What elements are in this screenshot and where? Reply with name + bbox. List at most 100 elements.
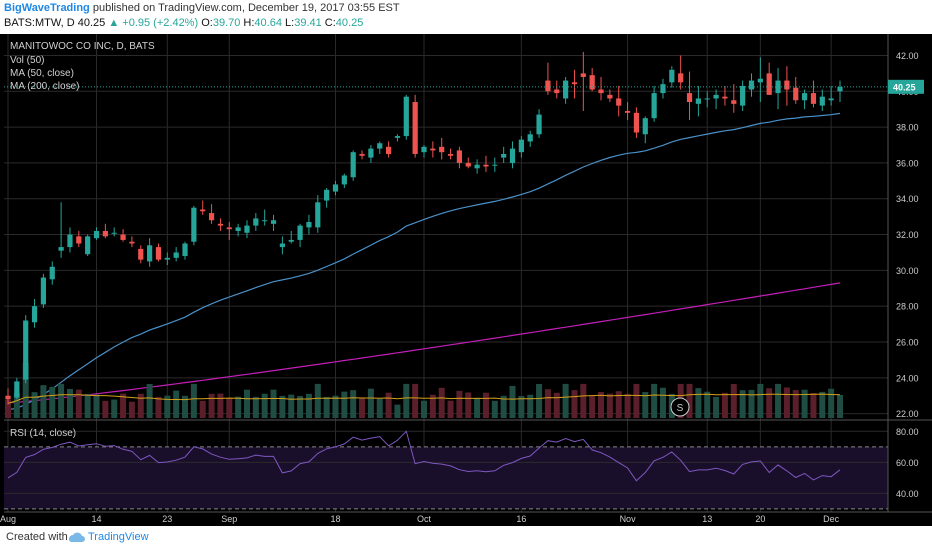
rsi-tick-label: 40.00 <box>896 489 919 499</box>
candle-body <box>253 218 259 226</box>
candle-body <box>394 136 401 138</box>
price-tick-label: 36.00 <box>896 158 919 168</box>
candle-body <box>748 80 755 90</box>
candle-body <box>651 93 657 119</box>
volume-bar <box>624 393 631 418</box>
chart-background <box>0 34 932 526</box>
split-event-icon[interactable]: S <box>670 397 690 417</box>
volume-bar <box>173 390 180 418</box>
volume-bar <box>217 393 224 418</box>
volume-bar <box>553 392 560 418</box>
volume-bar <box>385 392 392 418</box>
candle-body <box>14 381 20 398</box>
price-tick-label: 24.00 <box>896 373 919 383</box>
candle-body <box>129 241 135 244</box>
candle-body <box>713 94 719 99</box>
volume-bar <box>580 383 587 418</box>
volume-bar <box>367 388 374 418</box>
volume-bar <box>243 389 250 418</box>
volume-bar <box>305 393 312 418</box>
volume-layer <box>5 363 843 418</box>
candle-body <box>297 225 303 240</box>
candle-body <box>563 80 569 99</box>
close-label: C: <box>324 17 336 29</box>
candle-body <box>421 146 427 153</box>
candle-body <box>642 118 648 135</box>
volume-bar <box>102 400 109 418</box>
candle-body <box>598 89 604 94</box>
volume-bar <box>606 393 613 418</box>
volume-bar <box>615 391 622 418</box>
candle-body <box>474 164 480 169</box>
candle-body <box>527 134 533 142</box>
author-link[interactable]: BigWaveTrading <box>4 2 90 14</box>
volume-bar <box>421 400 427 418</box>
volume-bar <box>447 400 454 418</box>
candle-body <box>58 247 64 251</box>
candle-body <box>191 207 197 242</box>
rsi-panel <box>4 430 888 510</box>
legend-rsi[interactable]: RSI (14, close) <box>10 428 76 439</box>
candle-body <box>262 220 268 222</box>
volume-bar <box>137 393 144 418</box>
volume-bar <box>491 400 498 418</box>
candle-body <box>828 98 834 101</box>
candle-body <box>801 93 808 101</box>
volume-bar <box>509 385 516 418</box>
volume-bar <box>394 404 401 418</box>
candle-body <box>147 245 153 262</box>
volume-bar <box>465 392 472 418</box>
candle-body <box>837 86 843 92</box>
volume-bar <box>182 395 189 418</box>
volume-bar <box>279 395 286 418</box>
legend-vol[interactable]: Vol (50) <box>10 55 44 66</box>
last-price: 40.25 <box>77 17 106 29</box>
time-tick-label: 13 <box>702 514 712 524</box>
candle-body <box>439 146 445 153</box>
candle-body <box>164 257 170 260</box>
candle-body <box>766 73 772 95</box>
created-with-text: Created with <box>6 531 68 543</box>
low-label: L: <box>285 17 295 29</box>
candle-body <box>580 73 586 77</box>
volume-bar <box>350 390 357 418</box>
volume-bar <box>482 392 489 418</box>
candle-body <box>784 80 790 90</box>
candle-body <box>447 153 454 156</box>
volume-bar <box>686 383 693 418</box>
volume-bar <box>75 389 82 418</box>
candle-body <box>607 94 613 99</box>
price-tick-label: 38.00 <box>896 123 919 133</box>
symbol-label[interactable]: BATS:MTW, D <box>4 17 75 29</box>
candle-body <box>793 87 799 101</box>
candle-body <box>695 98 701 104</box>
candle-body <box>332 184 339 192</box>
candle-body <box>67 234 73 248</box>
candle-body <box>40 277 47 305</box>
candle-body <box>324 189 330 201</box>
candle-body <box>686 93 693 103</box>
volume-bar <box>128 401 135 418</box>
volume-bar <box>429 394 436 418</box>
candle-body <box>483 164 489 167</box>
legend-ma200[interactable]: MA (200, close) <box>10 81 79 92</box>
candle-body <box>49 266 55 280</box>
high-label: H: <box>243 17 255 29</box>
candle-body <box>85 236 91 255</box>
candle-body <box>722 96 728 99</box>
svg-text:S: S <box>677 403 684 414</box>
candle-body <box>678 73 684 83</box>
tradingview-link[interactable]: TradingView <box>88 531 149 543</box>
rsi-line <box>7 430 841 482</box>
candle-body <box>155 247 162 260</box>
candle-body <box>173 252 179 258</box>
chart-canvas[interactable]: 42.00 40.00 38.00 36.00 34.00 32.00 30.00 28.00… <box>0 34 932 526</box>
legend-ma50[interactable]: MA (50, close) <box>10 68 74 79</box>
candle-body <box>102 230 108 237</box>
candle-body <box>31 306 38 323</box>
volume-bar <box>5 399 11 418</box>
volume-bar <box>314 383 321 418</box>
high-value: 40.64 <box>254 17 282 29</box>
candle-body <box>456 150 463 163</box>
volume-bar <box>111 399 118 418</box>
